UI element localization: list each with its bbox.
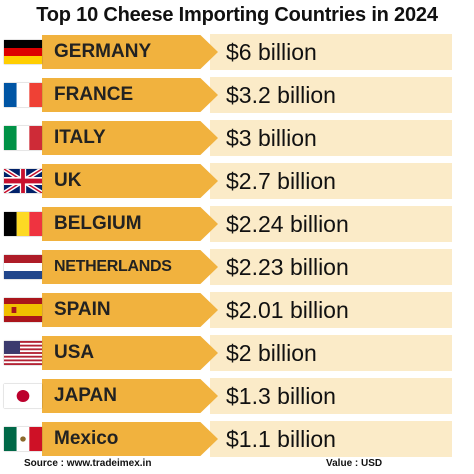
list-item: USA $2 billion [0, 333, 474, 373]
country-name: GERMANY [54, 41, 152, 62]
list-item: BELGIUM $2.24 billion [0, 204, 474, 244]
country-name: ITALY [54, 127, 106, 148]
value-band [210, 206, 452, 242]
country-name: USA [54, 342, 95, 363]
list-item: UK $2.7 billion [0, 161, 474, 201]
value-band [210, 120, 452, 156]
import-value: $1.1 billion [226, 426, 336, 452]
arrow-label-shape [42, 207, 218, 241]
italy-flag-icon [4, 126, 42, 150]
value-band [210, 335, 452, 371]
import-value: $2.01 billion [226, 297, 349, 323]
belgium-flag-icon [4, 212, 42, 236]
value-band [210, 34, 452, 70]
list-item: ITALY $3 billion [0, 118, 474, 158]
list-item: Mexico $1.1 billion [0, 419, 474, 459]
import-value: $2 billion [226, 340, 317, 366]
country-name: JAPAN [54, 385, 117, 406]
country-name: FRANCE [54, 84, 134, 105]
list-item: FRANCE $3.2 billion [0, 75, 474, 115]
japan-flag-icon [4, 384, 42, 408]
arrow-label-shape [42, 250, 218, 284]
import-value: $2.7 billion [226, 168, 336, 194]
page-title: Top 10 Cheese Importing Countries in 202… [36, 4, 438, 26]
import-value: $1.3 billion [226, 383, 336, 409]
import-value: $2.23 billion [226, 254, 349, 280]
usa-flag-icon [4, 341, 42, 365]
arrow-label-shape [42, 121, 218, 155]
source-note: Source : www.tradeimex.in [24, 458, 152, 469]
value-band [210, 77, 452, 113]
france-flag-icon [4, 83, 42, 107]
arrow-label-shape [42, 336, 218, 370]
value-band [210, 163, 452, 199]
arrow-label-shape [42, 35, 218, 69]
germany-flag-icon [4, 40, 42, 64]
value-band [210, 249, 452, 285]
import-value: $2.24 billion [226, 211, 349, 237]
arrow-label-shape [42, 379, 218, 413]
import-value: $3 billion [226, 125, 317, 151]
spain-flag-icon [4, 298, 42, 322]
country-name: Mexico [54, 428, 119, 449]
import-value: $6 billion [226, 39, 317, 65]
arrow-label-shape [42, 78, 218, 112]
arrow-label-shape [42, 293, 218, 327]
country-name: UK [54, 170, 82, 191]
list-item: GERMANY $6 billion [0, 32, 474, 72]
arrow-label-shape [42, 164, 218, 198]
mexico-flag-icon [4, 427, 42, 451]
import-value: $3.2 billion [226, 82, 336, 108]
country-name: BELGIUM [54, 213, 142, 234]
value-band [210, 378, 452, 414]
unit-note: Value : USD [326, 458, 383, 469]
list-item: SPAIN $2.01 billion [0, 290, 474, 330]
uk-flag-icon [4, 169, 42, 193]
list-item: NETHERLANDS $2.23 billion [0, 247, 474, 287]
value-band [210, 421, 452, 457]
country-name: NETHERLANDS [54, 258, 172, 275]
arrow-label-shape [42, 422, 218, 456]
netherlands-flag-icon [4, 255, 42, 279]
value-band [210, 292, 452, 328]
country-name: SPAIN [54, 299, 111, 320]
list-item: JAPAN $1.3 billion [0, 376, 474, 416]
